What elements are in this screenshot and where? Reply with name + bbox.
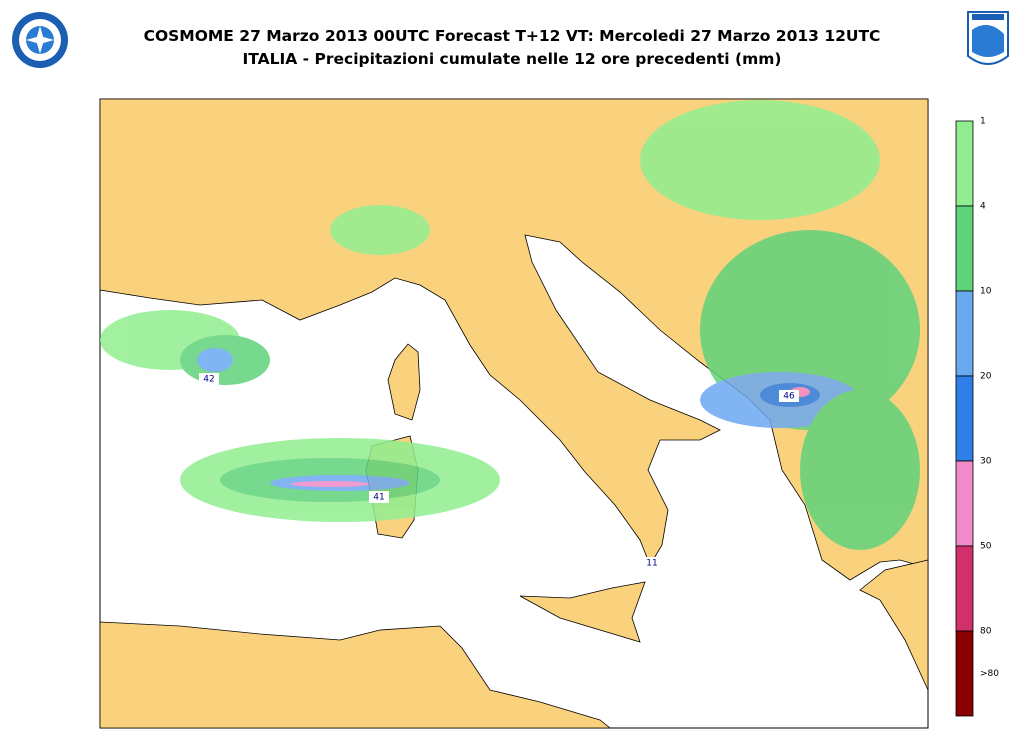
map	[99, 98, 929, 729]
legend-label: 4	[980, 202, 986, 212]
legend-label: 50	[980, 542, 992, 552]
legend-label: 30	[980, 457, 992, 467]
logo-right	[967, 11, 1009, 65]
max-label: 41	[373, 493, 384, 503]
max-labels: 42 41 46 11	[199, 373, 799, 569]
legend-label: 10	[980, 287, 992, 297]
legend: 1 4 10 20 30 50 80 >80	[955, 117, 999, 717]
legend-swatch	[955, 460, 974, 547]
max-label: 42	[203, 375, 214, 385]
legend-label: 20	[980, 372, 992, 382]
legend-swatch	[955, 290, 974, 377]
land-corsica	[387, 343, 421, 421]
land-africa	[99, 621, 612, 729]
legend-label: 1	[980, 117, 986, 127]
precip	[100, 100, 920, 550]
legend-swatch	[955, 205, 974, 292]
legend-label: >80	[980, 669, 999, 679]
land-sicily	[519, 581, 646, 643]
label-box	[369, 491, 389, 503]
label-box	[199, 373, 219, 385]
legend-swatch	[955, 545, 974, 632]
legend-swatch	[955, 120, 974, 207]
title: COSMOME 27 Marzo 2013 00UTC Forecast T+1…	[143, 27, 881, 45]
legend-swatch	[955, 630, 974, 717]
subtitle: ITALIA - Precipitazioni cumulate nelle 1…	[242, 50, 782, 68]
legend-swatch	[955, 375, 974, 462]
land-europe	[99, 98, 929, 581]
max-label: 46	[783, 392, 795, 402]
label-box	[779, 390, 799, 402]
label-box	[642, 557, 662, 569]
logo-left	[12, 12, 68, 68]
max-label: 11	[646, 559, 657, 569]
land-greece	[859, 559, 929, 691]
legend-label: 80	[980, 627, 992, 637]
